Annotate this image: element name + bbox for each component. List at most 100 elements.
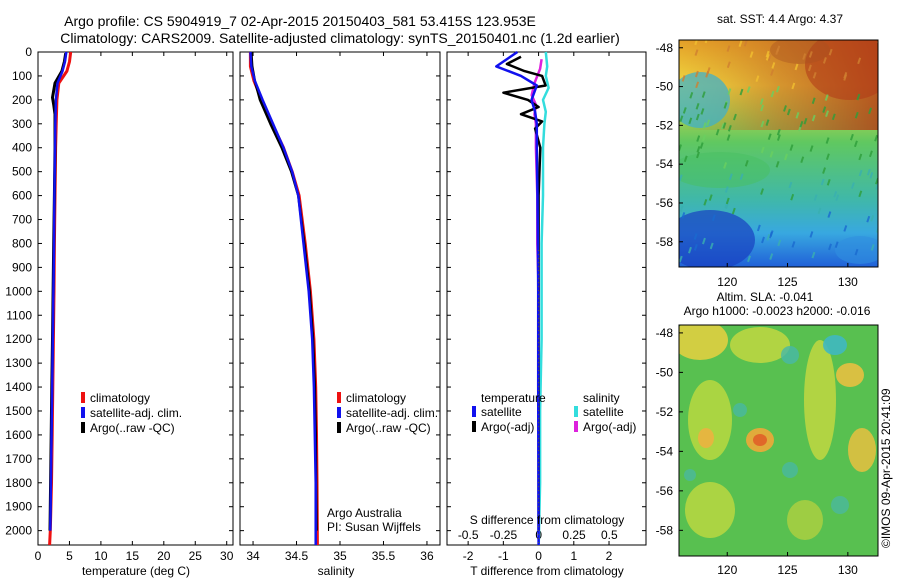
sst-texture-stroke	[765, 119, 770, 126]
sst-texture-stroke	[765, 50, 770, 58]
sst-texture-stroke	[767, 54, 772, 61]
depth-tick-label: 100	[12, 69, 32, 83]
sst-texture-stroke	[724, 186, 729, 193]
series-line-satellite-adj-clim-	[249, 51, 317, 545]
sst-texture-stroke	[799, 120, 804, 128]
sst-texture-stroke	[703, 199, 708, 206]
sla-map-frame	[678, 324, 879, 557]
depth-tick-label: 2000	[5, 524, 32, 538]
sst-texture-stroke	[834, 241, 839, 248]
sst-texture-stroke	[813, 194, 818, 201]
sst-texture-stroke	[854, 248, 859, 256]
sst-texture-stroke	[770, 69, 775, 76]
sst-texture-stroke	[683, 155, 688, 163]
sst-texture-stroke	[701, 91, 706, 98]
sst-texture-stroke	[869, 171, 874, 179]
sst-texture-stroke	[803, 117, 808, 125]
legend-label: climatology	[346, 391, 406, 405]
sst-texture-stroke	[791, 241, 796, 248]
sst-texture-stroke	[755, 75, 760, 83]
sst-texture-stroke	[858, 190, 863, 198]
sst-texture-stroke	[856, 93, 861, 101]
sst-texture-stroke	[702, 122, 707, 129]
sst-texture-stroke	[822, 57, 827, 64]
sst-texture-stroke	[723, 102, 728, 109]
sst-texture-stroke	[784, 153, 788, 161]
map-x-tick-label: 130	[838, 275, 858, 289]
sst-texture-stroke	[711, 214, 716, 222]
sst-texture-stroke	[775, 160, 780, 168]
sst-texture-stroke	[688, 117, 693, 125]
sst-texture-stroke	[811, 251, 816, 259]
s-tick-label: 0.25	[562, 528, 586, 542]
sst-texture-stroke	[828, 243, 832, 251]
legend-swatch	[574, 406, 578, 417]
s-tick-label: 0.5	[601, 528, 618, 542]
x-tick-label: 34	[246, 549, 260, 563]
x-tick-label: -1	[498, 549, 509, 563]
sst-texture-stroke	[700, 108, 705, 115]
sst-texture-stroke	[735, 40, 737, 41]
sst-texture-stroke	[850, 182, 855, 189]
sst-texture-stroke	[777, 239, 782, 247]
sst-texture-stroke	[706, 67, 711, 74]
legend-title-temperature: temperature	[481, 391, 546, 405]
x-tick-label: 5	[66, 549, 73, 563]
t-difference-axis-label: T difference from climatology	[470, 564, 624, 578]
sst-texture-stroke	[808, 51, 813, 58]
sst-texture-stroke	[868, 107, 873, 115]
salinity-panel-frame	[239, 51, 441, 546]
depth-tick-label: 1800	[5, 476, 32, 490]
map-y-tick-label: -52	[656, 118, 674, 132]
legend-label: satellite-adj. clim.	[90, 406, 182, 420]
depth-tick-label: 300	[12, 117, 32, 131]
sst-texture-stroke	[747, 255, 751, 263]
sst-texture-stroke	[695, 113, 700, 121]
s-tick-label: -0.5	[458, 528, 479, 542]
sst-texture-stroke	[709, 242, 714, 250]
sst-texture-stroke	[760, 104, 765, 112]
sst-texture-stroke	[870, 214, 875, 222]
map-y-tick-label: -54	[656, 444, 674, 458]
sst-texture-stroke	[696, 135, 701, 142]
sst-texture-stroke	[693, 233, 698, 240]
sst-texture-stroke	[725, 197, 730, 205]
sst-texture-stroke	[853, 140, 858, 148]
sst-map-frame	[678, 39, 879, 268]
sst-texture-stroke	[769, 230, 774, 237]
depth-tick-label: 1900	[5, 500, 32, 514]
sst-texture-stroke	[701, 237, 706, 245]
sst-texture-stroke	[809, 231, 814, 238]
depth-tick-label: 1300	[5, 356, 32, 370]
depth-tick-label: 400	[12, 141, 32, 155]
sst-texture-stroke	[791, 82, 796, 90]
depth-tick-label: 1000	[5, 284, 32, 298]
map-x-tick-label: 120	[717, 563, 737, 577]
sst-texture-stroke	[827, 211, 832, 218]
sst-texture-stroke	[679, 174, 683, 181]
depth-tick-label: 200	[12, 93, 32, 107]
depth-tick-label: 700	[12, 213, 32, 227]
sst-texture-stroke	[817, 207, 822, 215]
legend-label: satellite	[481, 405, 522, 419]
sst-texture-stroke	[760, 188, 764, 195]
sst-texture-stroke	[783, 105, 787, 112]
sst-texture-stroke	[696, 151, 700, 159]
series-line-satellite-adj-clim-	[49, 51, 68, 531]
sst-texture-stroke	[702, 134, 706, 142]
map-y-tick-label: -50	[656, 80, 674, 94]
sst-texture-stroke	[809, 145, 814, 152]
sst-texture-stroke	[835, 194, 840, 201]
legend-swatch	[81, 392, 85, 403]
depth-tick-label: 1700	[5, 452, 32, 466]
series-line-s-satellite	[537, 51, 550, 546]
sst-texture-stroke	[693, 243, 698, 251]
sst-texture-stroke	[715, 128, 720, 136]
sst-texture-stroke	[795, 112, 800, 119]
legend-swatch	[472, 406, 476, 417]
x-tick-label: 35	[333, 549, 347, 563]
sst-texture-stroke	[870, 244, 875, 251]
figure-title-line2: Climatology: CARS2009. Satellite-adjuste…	[60, 30, 620, 46]
salinity-axis-label: salinity	[318, 564, 355, 578]
sst-texture-stroke	[802, 53, 807, 60]
